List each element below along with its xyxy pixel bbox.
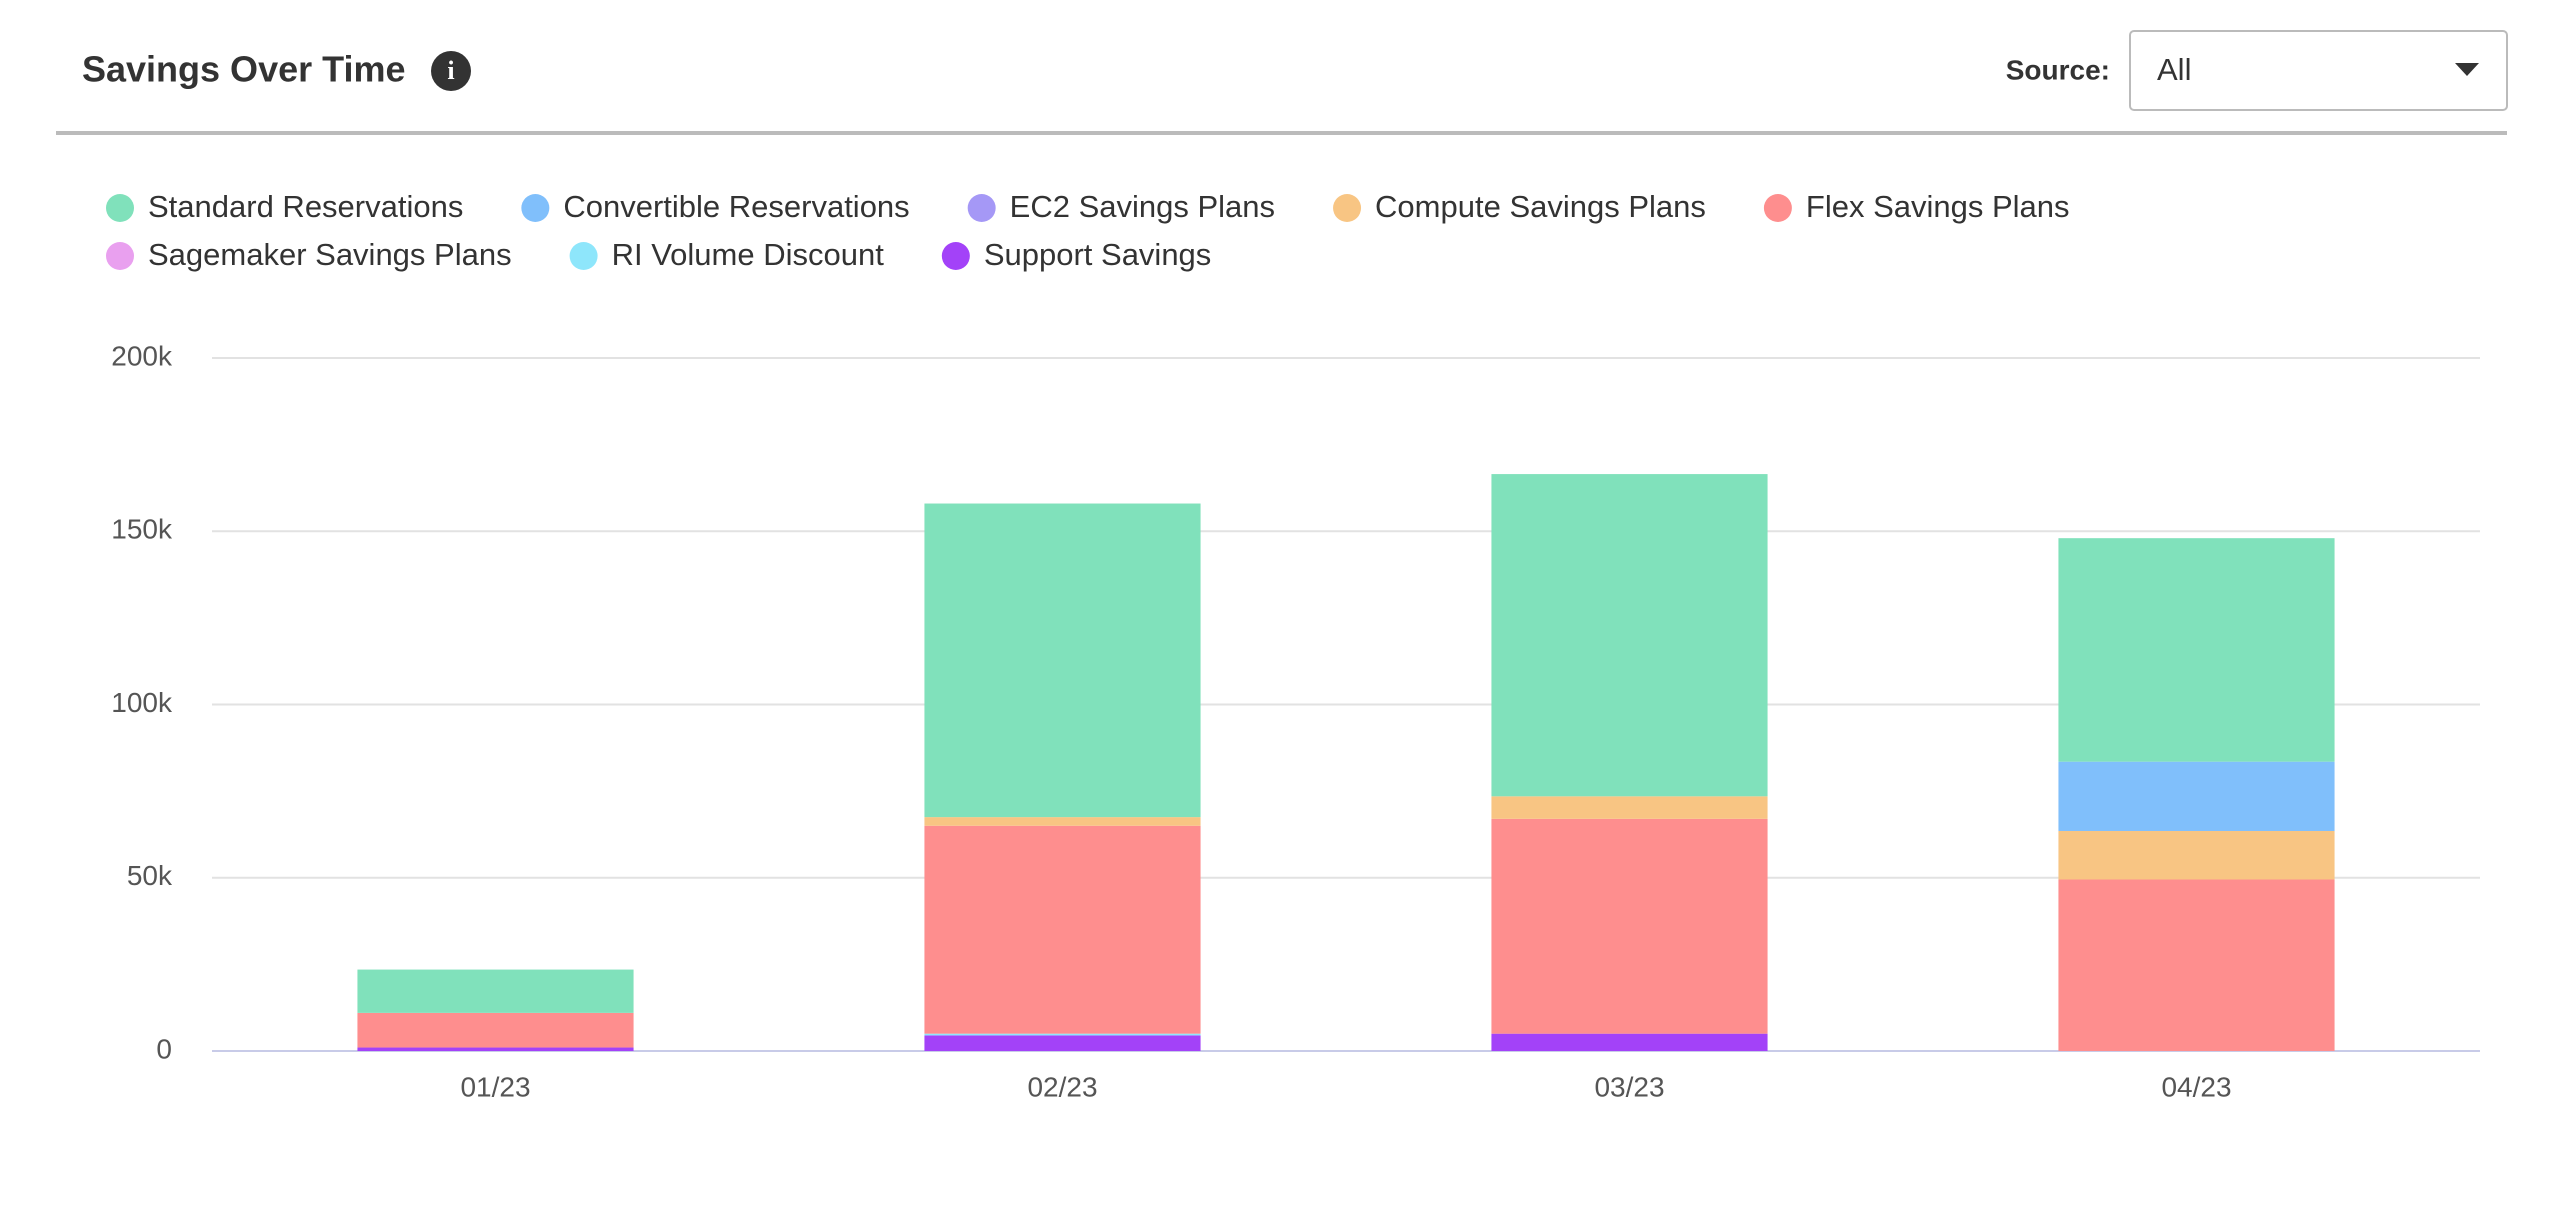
bar-segment: [357, 969, 634, 1013]
y-tick-label: 50k: [127, 860, 173, 891]
x-tick-label: 02/23: [1027, 1071, 1097, 1102]
bar-segment: [924, 1035, 1201, 1051]
y-tick-label: 200k: [111, 340, 173, 371]
bar-segment: [1491, 818, 1768, 1034]
bar-segment: [924, 825, 1201, 1034]
legend-swatch: [106, 242, 134, 270]
x-tick-label: 04/23: [2161, 1071, 2231, 1102]
bar-segment: [357, 1047, 634, 1051]
y-tick-label: 150k: [111, 514, 173, 545]
legend-swatch: [1763, 194, 1792, 222]
info-icon[interactable]: [431, 51, 471, 91]
chart-title: Savings Over Time: [82, 49, 406, 90]
x-tick-label: 03/23: [1594, 1071, 1664, 1102]
legend-label: Convertible Reservations: [563, 189, 909, 224]
legend-swatch: [967, 194, 996, 222]
bar-segment: [1491, 1033, 1768, 1051]
legend-swatch: [569, 242, 598, 270]
legend-label: Flex Savings Plans: [1806, 189, 2070, 224]
y-tick-label: 0: [156, 1033, 172, 1064]
bar-segment: [357, 1012, 634, 1048]
source-value: All: [2157, 52, 2191, 87]
legend-label: RI Volume Discount: [612, 237, 885, 272]
dropdown-arrow: [2455, 63, 2479, 76]
info-icon-glyph: i: [447, 56, 454, 85]
bar-segment: [2058, 761, 2335, 831]
legend-label: Support Savings: [984, 237, 1211, 272]
bar-segment: [924, 1033, 1201, 1036]
bar-segment: [2058, 830, 2335, 880]
source-dropdown[interactable]: [2129, 30, 2508, 111]
legend-label: EC2 Savings Plans: [1010, 189, 1275, 224]
legend-label: Sagemaker Savings Plans: [148, 237, 512, 272]
bar-segment: [924, 503, 1201, 818]
legend-swatch: [106, 194, 134, 222]
x-tick-label: 01/23: [460, 1071, 530, 1102]
legend-label: Compute Savings Plans: [1375, 189, 1706, 224]
bar-segment: [1491, 796, 1768, 819]
legend-swatch: [521, 194, 550, 222]
legend-swatch: [1333, 194, 1362, 222]
bar-segment: [924, 817, 1201, 826]
bar-segment: [2058, 879, 2335, 1051]
y-tick-label: 100k: [111, 687, 173, 718]
bar-segment: [1491, 474, 1768, 797]
bar-segment: [2058, 538, 2335, 762]
legend-swatch: [941, 242, 970, 270]
legend-label: Standard Reservations: [148, 189, 463, 224]
source-label: Source:: [2006, 54, 2110, 85]
